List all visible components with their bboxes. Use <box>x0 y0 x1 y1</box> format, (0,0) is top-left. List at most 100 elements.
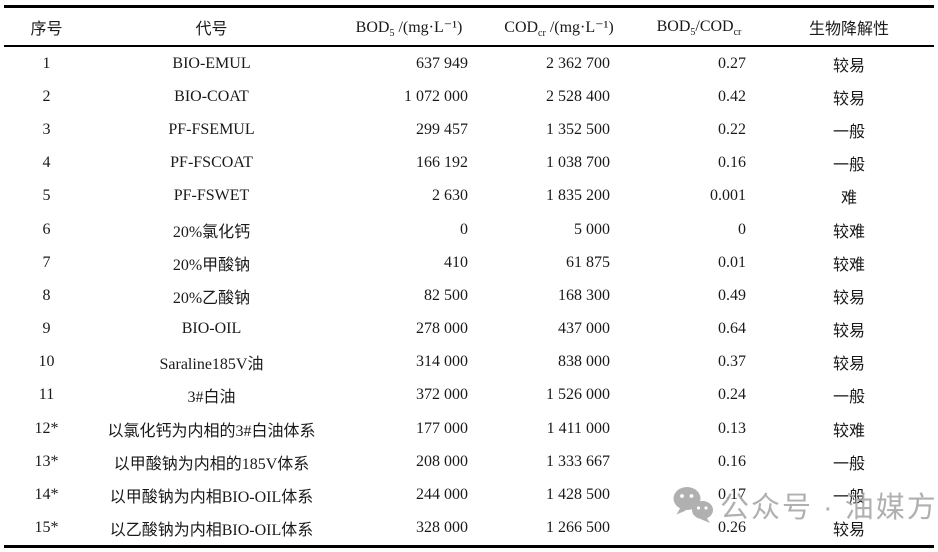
cell-grade: 一般 <box>832 455 865 473</box>
cell-seq: 8 <box>42 286 51 304</box>
table-row: 9 BIO-OIL 278 000 437 000 0.64 较易 <box>4 313 934 346</box>
cell-ratio: 0.22 <box>718 120 746 138</box>
cell-ratio: 0.16 <box>718 452 746 470</box>
cell-grade: 较易 <box>832 356 865 374</box>
cell-bod: 410 <box>444 253 468 271</box>
cod-label-sub: cr <box>538 27 546 39</box>
cell-bod: 82 500 <box>424 286 468 304</box>
cell-grade: 较易 <box>832 289 865 307</box>
cell-bod: 299 457 <box>416 120 468 138</box>
ratio-label-p2: /COD <box>695 17 734 35</box>
table-row: 13* 以甲酸钠为内相的185V体系 208 000 1 333 667 0.1… <box>4 445 934 478</box>
cell-bod: 0 <box>460 220 468 238</box>
cell-grade: 难 <box>840 190 857 208</box>
cell-grade: 较难 <box>832 422 865 440</box>
cell-grade: 一般 <box>832 157 865 175</box>
cell-seq: 3 <box>42 120 51 138</box>
cell-grade: 较易 <box>832 57 865 75</box>
cell-seq: 9 <box>42 320 51 338</box>
cell-grade: 较易 <box>832 323 865 341</box>
cell-code: 以甲酸钠为内相的185V体系 <box>113 455 310 473</box>
cod-label-unit: /(mg·L⁻¹) <box>545 18 614 36</box>
bod-label-sub: 5 <box>389 27 395 39</box>
cell-grade: 较易 <box>832 90 865 108</box>
cell-seq: 5 <box>42 187 51 205</box>
table-row: 2 BIO-COAT 1 072 000 2 528 400 0.42 较易 <box>4 80 934 113</box>
cell-bod: 328 000 <box>416 519 468 537</box>
cell-seq: 12* <box>34 419 59 437</box>
table-row: 14* 以甲酸钠为内相BIO-OIL体系 244 000 1 428 500 0… <box>4 478 934 511</box>
table-body: 1 BIO-EMUL 637 949 2 362 700 0.27 较易 2 B… <box>4 46 934 546</box>
cell-ratio: 0.01 <box>718 253 746 271</box>
ratio-label-p1: BOD <box>656 17 691 35</box>
cell-cod: 1 526 000 <box>546 386 610 404</box>
cell-code: 20%乙酸钠 <box>172 289 251 307</box>
cell-grade: 较易 <box>832 522 865 540</box>
table-row: 12* 以氯化钙为内相的3#白油体系 177 000 1 411 000 0.1… <box>4 412 934 445</box>
cell-bod: 177 000 <box>416 419 468 437</box>
cell-code: PF-FSEMUL <box>168 120 255 138</box>
cell-seq: 1 <box>42 54 51 72</box>
cell-code: 3#白油 <box>187 389 236 407</box>
table-row: 8 20%乙酸钠 82 500 168 300 0.49 较易 <box>4 279 934 312</box>
cell-ratio: 0.001 <box>710 187 746 205</box>
cell-code: BIO-OIL <box>181 320 242 338</box>
table-row: 6 20%氯化钙 0 5 000 0 较难 <box>4 213 934 246</box>
cell-seq: 11 <box>38 386 55 404</box>
cell-bod: 166 192 <box>416 154 468 172</box>
cell-cod: 168 300 <box>558 286 610 304</box>
cell-seq: 4 <box>42 154 51 172</box>
col-header-code: 代号 <box>89 5 334 47</box>
biodegradability-table: 序号 代号 BOD5 /(mg·L⁻¹) CODcr /(mg·L⁻¹) BOD… <box>4 5 934 548</box>
cell-grade: 一般 <box>832 123 865 141</box>
cell-grade: 较难 <box>832 223 865 241</box>
cell-ratio: 0.49 <box>718 286 746 304</box>
table-row: 3 PF-FSEMUL 299 457 1 352 500 0.22 一般 <box>4 113 934 146</box>
cell-code: 20%氯化钙 <box>172 223 251 241</box>
cell-code: Saraline185V油 <box>159 356 264 374</box>
cell-ratio: 0.13 <box>718 419 746 437</box>
cell-code: 以氯化钙为内相的3#白油体系 <box>107 422 316 440</box>
cell-ratio: 0.27 <box>718 54 746 72</box>
cell-code: PF-FSCOAT <box>170 154 253 172</box>
cell-bod: 2 630 <box>432 187 468 205</box>
cell-bod: 637 949 <box>416 54 468 72</box>
cell-bod: 208 000 <box>416 452 468 470</box>
cell-seq: 13* <box>34 452 59 470</box>
cell-cod: 1 428 500 <box>546 486 610 504</box>
cell-ratio: 0.64 <box>718 320 746 338</box>
table-row: 4 PF-FSCOAT 166 192 1 038 700 0.16 一般 <box>4 147 934 180</box>
ratio-label-s1: 5 <box>690 26 696 38</box>
cell-cod: 838 000 <box>558 353 610 371</box>
cell-code: BIO-COAT <box>174 87 249 105</box>
cell-seq: 15* <box>34 519 59 537</box>
table-row: 15* 以乙酸钠为内相BIO-OIL体系 328 000 1 266 500 0… <box>4 512 934 547</box>
cell-bod: 1 072 000 <box>404 87 468 105</box>
cell-bod: 244 000 <box>416 486 468 504</box>
cell-cod: 2 362 700 <box>546 54 610 72</box>
cell-code: 20%甲酸钠 <box>172 256 251 274</box>
table-row: 5 PF-FSWET 2 630 1 835 200 0.001 难 <box>4 180 934 213</box>
table-row: 10 Saraline185V油 314 000 838 000 0.37 较易 <box>4 346 934 379</box>
cell-bod: 278 000 <box>416 320 468 338</box>
cell-cod: 1 038 700 <box>546 154 610 172</box>
cell-seq: 7 <box>42 253 51 271</box>
cell-cod: 2 528 400 <box>546 87 610 105</box>
cell-grade: 一般 <box>832 489 865 507</box>
cell-grade: 较难 <box>832 256 865 274</box>
ratio-label-s2: cr <box>733 26 742 38</box>
bod-label-base: BOD <box>355 18 390 36</box>
table-header-row: 序号 代号 BOD5 /(mg·L⁻¹) CODcr /(mg·L⁻¹) BOD… <box>4 5 934 47</box>
cell-cod: 1 333 667 <box>546 452 610 470</box>
cell-ratio: 0 <box>738 220 746 238</box>
cell-seq: 2 <box>42 87 51 105</box>
cell-ratio: 0.24 <box>718 386 746 404</box>
cell-cod: 437 000 <box>558 320 610 338</box>
col-header-cod: CODcr /(mg·L⁻¹) <box>484 5 634 47</box>
cell-ratio: 0.26 <box>718 519 746 537</box>
table-row: 11 3#白油 372 000 1 526 000 0.24 一般 <box>4 379 934 412</box>
col-header-bod: BOD5 /(mg·L⁻¹) <box>334 5 484 47</box>
cell-cod: 1 835 200 <box>546 187 610 205</box>
table-row: 7 20%甲酸钠 410 61 875 0.01 较难 <box>4 246 934 279</box>
